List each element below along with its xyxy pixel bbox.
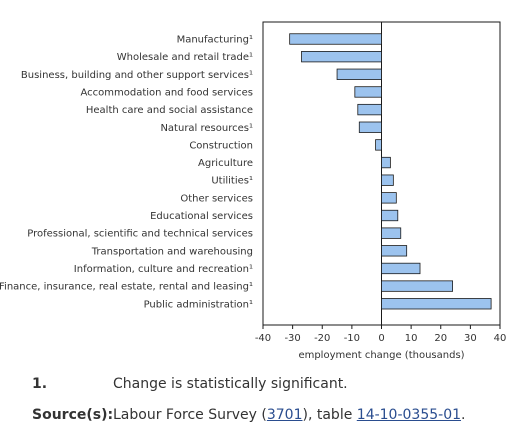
bar: [358, 121, 382, 133]
x-tick-label: -20: [314, 333, 330, 344]
category-label: Professional, scientific and technical s…: [27, 229, 253, 240]
bar: [381, 245, 408, 257]
source-line: Source(s):Labour Force Survey (3701), ta…: [32, 407, 465, 423]
category-label: Natural resources¹: [160, 123, 253, 134]
bar: [301, 51, 382, 63]
bar: [381, 262, 421, 275]
category-label: Business, building and other support ser…: [21, 70, 253, 81]
x-axis-title: employment change (thousands): [298, 350, 464, 361]
bar: [381, 192, 397, 204]
source-middle: ), table: [302, 407, 357, 423]
category-label: Finance, insurance, real estate, rental …: [0, 282, 253, 293]
x-axis-ticks: -40 -30 -20 -10 0 10 20 30 40: [255, 325, 507, 344]
x-tick-label: -40: [255, 333, 271, 344]
table-link[interactable]: 14-10-0355-01: [356, 407, 462, 423]
x-tick-label: 10: [405, 333, 418, 344]
category-label: Educational services: [150, 211, 253, 222]
bar: [289, 33, 382, 45]
source-label: Source(s):: [32, 407, 114, 423]
category-label: Other services: [180, 193, 253, 204]
category-label: Accommodation and food services: [81, 87, 254, 98]
bar: [375, 139, 382, 151]
bar: [381, 156, 391, 169]
bar: [357, 103, 382, 116]
category-label: Information, culture and recreation¹: [74, 264, 253, 275]
bars-group: [289, 33, 492, 310]
bar: [354, 86, 382, 98]
category-label: Construction: [189, 140, 253, 151]
plot-frame: [262, 21, 501, 326]
x-tick-label: 40: [494, 333, 507, 344]
bar: [381, 227, 402, 239]
x-tick-label: 0: [378, 333, 384, 344]
category-label: Manufacturing¹: [177, 35, 253, 46]
x-tick-label: -10: [344, 333, 360, 344]
x-tick-label: 20: [434, 333, 447, 344]
category-label: Utilities¹: [211, 176, 253, 187]
bar-chart: Manufacturing¹ Wholesale and retail trade…: [0, 21, 507, 361]
x-tick-label: 30: [464, 333, 477, 344]
category-label: Public administration¹: [144, 299, 253, 310]
source-prefix: Labour Force Survey (: [113, 407, 267, 423]
bar: [381, 298, 492, 310]
category-labels: Manufacturing¹ Wholesale and retail trade…: [0, 35, 253, 311]
category-label: Agriculture: [198, 158, 253, 169]
bar: [381, 174, 394, 186]
category-label: Transportation and warehousing: [91, 246, 253, 257]
footnote-number: 1.: [32, 376, 48, 392]
category-label: Health care and social assistance: [86, 105, 253, 116]
category-label: Wholesale and retail trade¹: [117, 52, 253, 63]
footnote: 1. Change is statistically significant.: [32, 376, 348, 392]
bar: [381, 280, 453, 292]
bar: [336, 68, 382, 80]
bar: [381, 209, 399, 222]
x-tick-label: -30: [284, 333, 300, 344]
survey-link[interactable]: 3701: [266, 407, 303, 423]
source-suffix: .: [461, 407, 466, 423]
footnote-text: Change is statistically significant.: [113, 376, 348, 392]
